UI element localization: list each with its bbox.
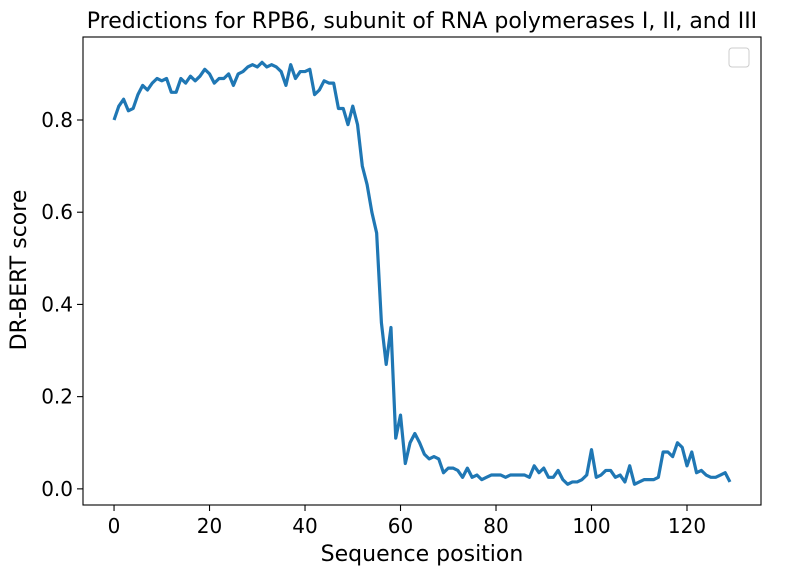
x-tick-label: 20: [197, 514, 222, 538]
x-tick-label: 100: [572, 514, 610, 538]
y-axis-label: DR-BERT score: [7, 190, 32, 351]
y-tick-label: 0.8: [41, 108, 73, 132]
y-tick-label: 0.4: [41, 292, 73, 316]
x-axis-ticks: 0 20 40 60 80 100 120: [108, 505, 706, 538]
x-tick-label: 120: [668, 514, 706, 538]
y-tick-label: 0.0: [41, 477, 73, 501]
series-line-0: [112, 60, 732, 486]
plot-frame: [82, 36, 762, 506]
x-tick-label: 0: [108, 514, 121, 538]
x-tick-label: 40: [292, 514, 317, 538]
y-axis-ticks: 0.0 0.2 0.4 0.6 0.8: [41, 108, 83, 501]
x-tick-label: 80: [483, 514, 508, 538]
x-tick-label: 60: [388, 514, 413, 538]
chart-title: Predictions for RPB6, subunit of RNA pol…: [87, 9, 757, 34]
legend-box: [728, 47, 750, 68]
plot-area: [82, 36, 762, 506]
y-tick-label: 0.6: [41, 200, 73, 224]
plot-background: [83, 37, 761, 505]
x-axis-label: Sequence position: [321, 542, 524, 567]
y-tick-label: 0.2: [41, 385, 73, 409]
